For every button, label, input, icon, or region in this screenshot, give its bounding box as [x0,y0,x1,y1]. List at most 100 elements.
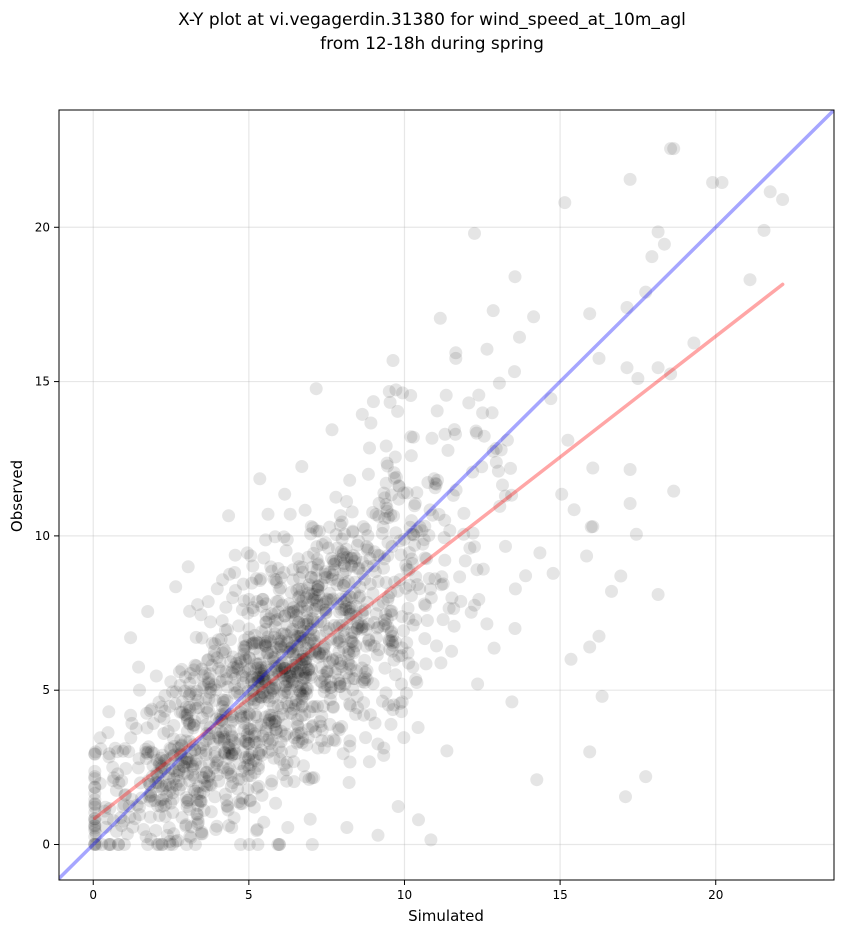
data-point [352,561,366,575]
data-point [276,669,290,682]
y-tick-label: 5 [42,683,50,697]
data-point [743,273,757,287]
data-point [194,608,208,622]
data-point [351,701,364,715]
data-point [286,645,300,659]
data-point [470,426,484,440]
data-point [437,531,451,545]
data-point [388,450,402,464]
data-point [199,692,213,706]
data-point [194,746,208,760]
data-point [247,636,261,650]
data-point [234,838,248,851]
data-point [266,651,280,665]
data-point [180,713,194,727]
data-point [180,755,194,769]
data-point [286,647,300,661]
data-point [240,710,254,724]
data-point [191,598,205,612]
data-point [472,388,486,402]
data-point [271,562,285,575]
data-point [348,672,362,686]
data-point [247,800,261,814]
data-point [140,721,154,735]
data-point [173,705,187,719]
data-point [338,687,352,701]
data-point [154,765,168,779]
data-point [447,619,461,633]
data-point [237,594,251,608]
data-point [200,726,214,740]
data-point [289,608,303,622]
data-point [271,838,285,851]
data-point [190,793,204,807]
data-point [139,742,153,756]
data-point [302,772,316,786]
data-point [291,603,305,617]
data-point [290,680,304,694]
data-point [116,744,130,758]
data-point [253,670,267,684]
plot-area-frame [58,109,835,881]
data-point [406,430,420,444]
data-point [244,758,258,772]
data-point [88,819,102,833]
data-point [276,768,290,781]
data-point [204,805,218,819]
data-point [274,581,288,595]
data-point [391,800,405,813]
data-point [269,722,283,736]
data-point [248,727,262,741]
data-point [379,576,393,589]
data-point [343,739,357,753]
data-point [230,661,244,675]
data-point [428,572,442,586]
data-point [172,757,185,771]
data-point [285,676,299,689]
data-point [289,693,303,707]
data-point [325,551,339,565]
data-point [347,646,361,660]
data-point [242,752,256,766]
data-point [279,763,293,777]
data-point [190,786,204,800]
data-point [265,564,279,578]
data-point [122,799,136,813]
data-point [155,779,169,793]
data-point [363,441,376,455]
data-point [318,571,332,585]
data-point [248,677,261,691]
data-point [508,365,521,379]
data-point [169,685,183,699]
data-point [326,653,340,667]
data-point [373,549,386,563]
data-point [262,681,276,694]
data-point [251,661,265,675]
data-point [291,697,305,711]
data-point [422,572,436,585]
data-point [295,709,309,723]
data-point [639,770,653,784]
data-point [424,591,438,605]
data-point [341,575,355,588]
data-point [107,771,121,785]
data-point [88,772,102,786]
data-point [270,664,284,678]
data-point [333,509,347,523]
data-point [227,743,241,756]
data-point [352,534,366,548]
data-point [316,699,330,713]
data-point [269,796,283,810]
data-point [191,780,205,793]
data-point [408,497,422,510]
data-point [372,509,386,523]
data-point [413,520,427,534]
data-point [191,817,205,831]
data-point [318,603,332,617]
data-point [290,736,304,750]
data-point [250,710,264,724]
data-point [299,617,313,631]
data-point [165,762,179,776]
data-point [255,748,269,762]
